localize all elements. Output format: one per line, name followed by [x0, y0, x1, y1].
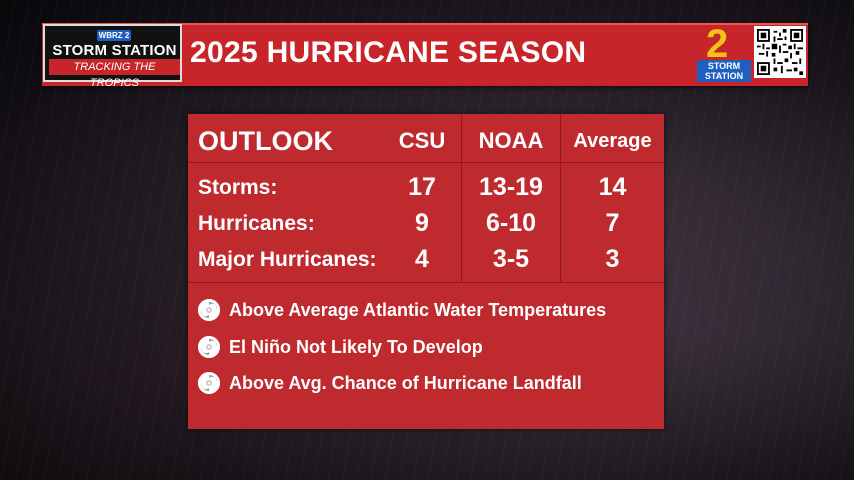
hurricane-icon — [198, 299, 220, 321]
list-item: Above Average Atlantic Water Temperature… — [198, 297, 606, 323]
bullet-text: El Niño Not Likely To Develop — [229, 336, 483, 357]
cell-major-hurricanes-csu: 4 — [415, 245, 429, 273]
row-label-storms: Storms: — [198, 176, 278, 199]
cell-storms-noaa: 13-19 — [479, 173, 543, 201]
column-divider — [461, 114, 462, 282]
list-item: Above Avg. Chance of Hurricane Landfall — [198, 370, 582, 396]
cell-hurricanes-average: 7 — [605, 209, 620, 237]
cell-storms-average: 14 — [598, 173, 627, 201]
cell-hurricanes-csu: 9 — [415, 209, 429, 237]
logo-title: STORM STATION — [52, 42, 177, 59]
qr-code-icon — [757, 29, 803, 75]
hurricane-icon — [198, 372, 220, 394]
hurricane-icon — [198, 336, 220, 358]
outlook-panel: OUTLOOK CSU NOAA Average Storms: 17 13-1… — [188, 114, 664, 429]
channel-number: 2 — [706, 22, 729, 66]
column-header-csu: CSU — [398, 128, 446, 153]
cell-major-hurricanes-average: 3 — [605, 245, 620, 273]
wbrz-logo: WBRZ 2 — [97, 30, 131, 41]
channel-2-logo: 2 STORM STATION — [697, 22, 751, 82]
column-header-noaa: NOAA — [478, 128, 544, 153]
outlook-heading: OUTLOOK — [198, 126, 333, 156]
logo-subtitle: TRACKING THE TROPICS — [49, 59, 180, 89]
channel-label: STORM STATION — [697, 60, 751, 82]
row-label-hurricanes: Hurricanes: — [198, 212, 315, 235]
page-title: 2025 HURRICANE SEASON — [190, 36, 587, 69]
bullet-text: Above Avg. Chance of Hurricane Landfall — [229, 372, 582, 393]
section-divider — [188, 282, 664, 283]
bullet-text: Above Average Atlantic Water Temperature… — [229, 299, 607, 320]
cell-major-hurricanes-noaa: 3-5 — [492, 245, 530, 273]
cell-storms-csu: 17 — [408, 173, 436, 201]
qr-code[interactable] — [754, 26, 806, 78]
cell-hurricanes-noaa: 6-10 — [485, 209, 537, 237]
storm-station-logo: WBRZ 2 STORM STATION TRACKING THE TROPIC… — [43, 24, 182, 89]
header-divider — [188, 162, 664, 163]
column-header-average: Average — [573, 130, 652, 152]
row-label-major-hurricanes: Major Hurricanes: — [198, 248, 377, 271]
list-item: El Niño Not Likely To Develop — [198, 334, 483, 360]
column-divider — [560, 114, 561, 282]
